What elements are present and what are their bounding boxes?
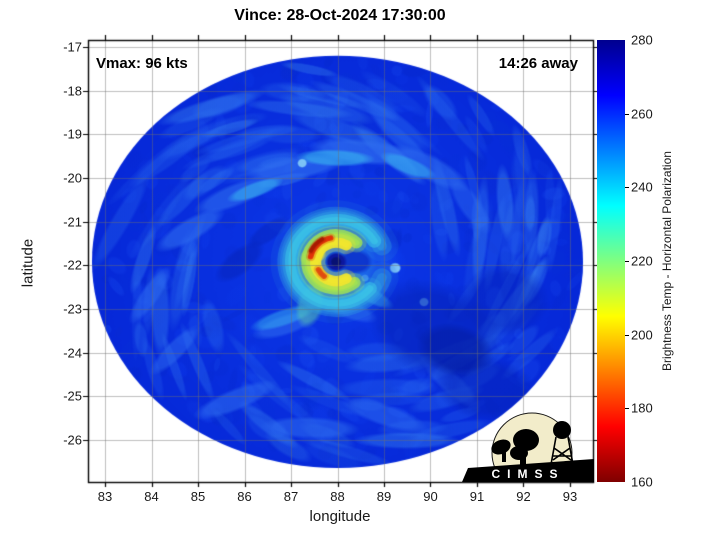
plot-title: Vince: 28-Oct-2024 17:30:00 <box>234 7 446 24</box>
colorbar-tick-label: 260 <box>631 106 653 122</box>
y-tick-label: -25 <box>63 388 82 404</box>
x-tick-label: 90 <box>423 489 438 504</box>
colorbar-tick-label: 240 <box>631 179 653 195</box>
colorbar-tick-mark <box>625 334 629 336</box>
y-tick-label: -19 <box>63 126 82 142</box>
y-tick-label: -17 <box>63 39 82 55</box>
logo-water-tower-icon <box>549 421 575 471</box>
logo-text: CIMSS <box>491 467 564 481</box>
x-tick-label: 88 <box>330 489 345 504</box>
colorbar-tick-mark <box>625 187 629 189</box>
x-tick-label: 83 <box>97 489 113 504</box>
x-tick-label: 85 <box>190 489 206 504</box>
logo-banner <box>462 459 594 482</box>
x-tick-label: 89 <box>376 489 392 504</box>
colorbar-tick-mark <box>625 113 629 115</box>
x-tick-label: 91 <box>469 489 485 504</box>
x-tick-label: 86 <box>237 489 252 504</box>
colorbar-tick-label: 280 <box>631 32 653 48</box>
colorbar-tick-label: 220 <box>631 253 653 269</box>
colorbar-tick-label: 180 <box>631 400 653 416</box>
colorbar-tick-mark <box>625 408 629 410</box>
logo-satellite-dishes-icon <box>491 429 539 465</box>
x-axis-label: longitude <box>309 508 371 525</box>
vmax-annotation: Vmax: 96 kts <box>96 55 188 72</box>
colorbar-tick-label: 160 <box>631 474 653 490</box>
x-tick-label: 84 <box>144 489 159 504</box>
colorbar-label: Brightness Temp - Horizontal Polarizatio… <box>660 151 674 371</box>
x-tick-label: 92 <box>516 489 531 504</box>
x-tick-label: 93 <box>562 489 578 504</box>
y-tick-label: -23 <box>63 301 82 317</box>
y-tick-label: -22 <box>63 257 82 273</box>
colorbar-tick-label: 200 <box>631 327 653 343</box>
y-tick-label: -18 <box>63 83 82 99</box>
colorbar-tick-mark <box>625 261 629 262</box>
y-tick-label: -20 <box>63 170 82 186</box>
cimss-logo: CIMSS <box>462 412 594 482</box>
x-tick-label: 87 <box>283 489 299 504</box>
y-tick-label: -26 <box>63 432 82 448</box>
y-tick-label: -24 <box>63 345 82 361</box>
time-away-annotation: 14:26 away <box>498 55 578 72</box>
y-axis-label: latitude <box>19 238 37 288</box>
colorbar <box>597 40 625 482</box>
y-tick-label: -21 <box>63 214 82 230</box>
